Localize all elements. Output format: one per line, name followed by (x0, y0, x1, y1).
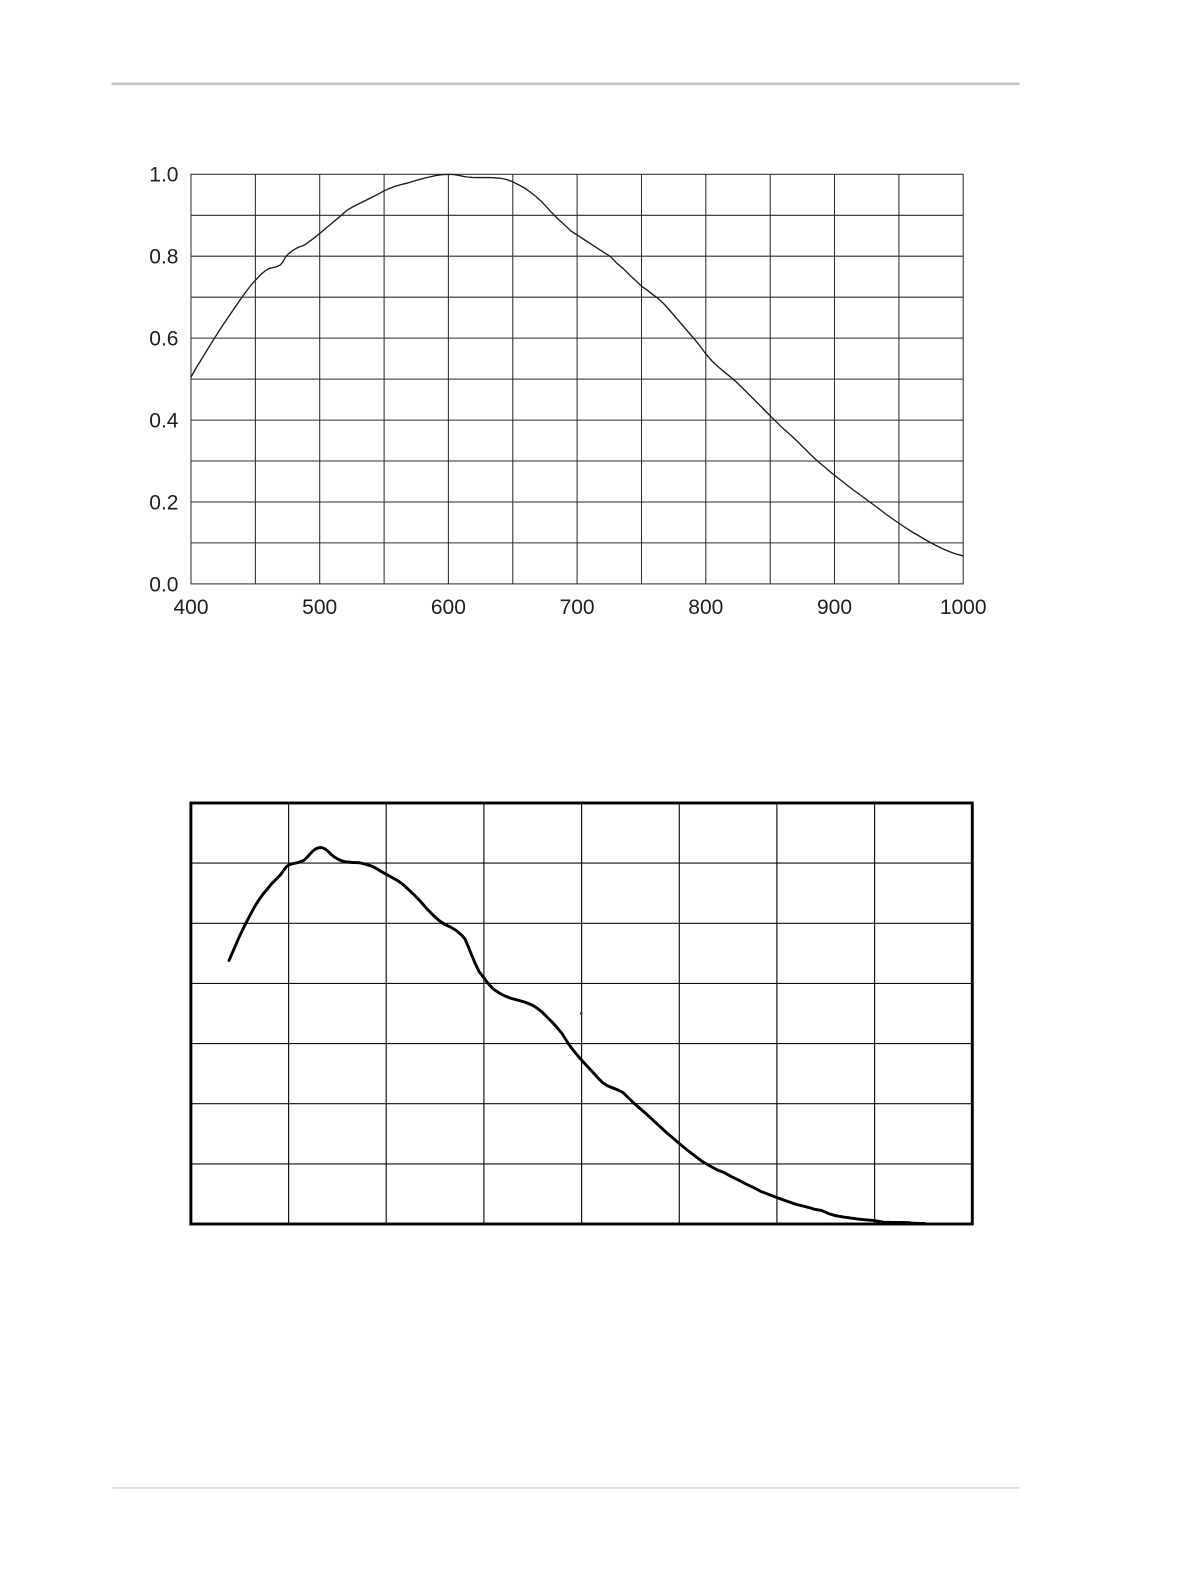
svg-text:0.2: 0.2 (149, 491, 178, 514)
svg-text:500: 500 (302, 596, 337, 619)
svg-text:700: 700 (560, 596, 595, 619)
svg-text:600: 600 (431, 596, 466, 619)
svg-text:800: 800 (688, 596, 723, 619)
svg-text:400: 400 (173, 596, 208, 619)
svg-text:1.0: 1.0 (149, 164, 178, 187)
svg-text:0.6: 0.6 (149, 328, 178, 351)
svg-text:1000: 1000 (940, 596, 987, 619)
svg-text:0.4: 0.4 (149, 410, 179, 433)
svg-text:900: 900 (817, 596, 852, 619)
svg-text:0.8: 0.8 (149, 246, 178, 269)
svg-text:0.0: 0.0 (149, 573, 178, 596)
